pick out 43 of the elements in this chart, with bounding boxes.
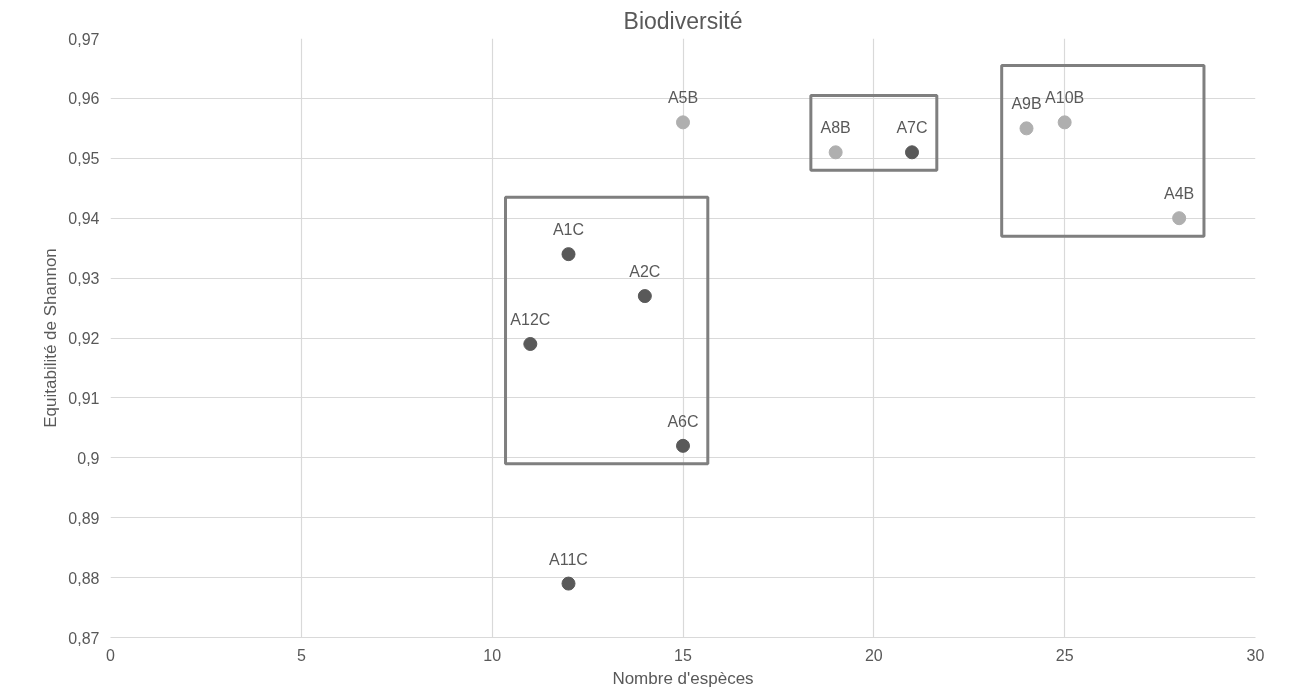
- annotation: A5B: [667, 89, 699, 107]
- annotation: A11C: [549, 550, 588, 568]
- annotation: A10B: [1045, 89, 1085, 107]
- y-tick-label: 0,9: [77, 449, 100, 467]
- point: [1057, 115, 1072, 130]
- point: [1172, 211, 1187, 226]
- point: [637, 289, 652, 304]
- annotation: A4B: [1164, 185, 1195, 203]
- y-axis-title: Equitabilité de Shannon: [41, 248, 61, 428]
- annotation: A2C: [629, 263, 661, 281]
- annotation: A8B: [820, 119, 851, 137]
- annotation: A7C: [896, 119, 928, 137]
- y-tick-label: 0,88: [68, 569, 100, 587]
- annotation: A6C: [667, 412, 699, 430]
- y-tick-label: 0,91: [68, 389, 100, 407]
- point: [905, 145, 919, 160]
- point: [828, 145, 843, 160]
- point: [561, 247, 576, 262]
- point: [1019, 121, 1034, 136]
- y-tick-label: 0,94: [68, 210, 100, 228]
- annotation: A1C: [552, 221, 585, 239]
- x-tick-label: 10: [483, 646, 502, 664]
- y-tick-label: 0,92: [68, 330, 100, 347]
- y-tick-label: 0,97: [68, 30, 100, 48]
- point: [676, 438, 690, 453]
- annotation: A9B: [1011, 95, 1042, 113]
- x-tick-label: 0: [106, 646, 116, 664]
- point: [523, 337, 538, 351]
- y-tick-label: 0,87: [68, 629, 100, 647]
- point: [561, 576, 576, 591]
- y-tick-label: 0,95: [68, 150, 100, 168]
- x-tick-label: 5: [296, 646, 306, 664]
- chart-title: Biodiversité: [623, 7, 743, 34]
- y-tick-label: 0,89: [68, 509, 100, 527]
- y-tick-label: 0,93: [68, 270, 100, 288]
- x-axis-title: Nombre d'espèces: [612, 668, 754, 688]
- x-tick-label: 20: [864, 646, 883, 664]
- annotation: A12C: [510, 310, 551, 328]
- x-tick-label: 25: [1055, 646, 1074, 664]
- x-tick-label: 30: [1246, 646, 1265, 664]
- x-tick-label: 15: [674, 646, 692, 664]
- point: [676, 115, 690, 130]
- y-tick-label: 0,96: [68, 90, 100, 108]
